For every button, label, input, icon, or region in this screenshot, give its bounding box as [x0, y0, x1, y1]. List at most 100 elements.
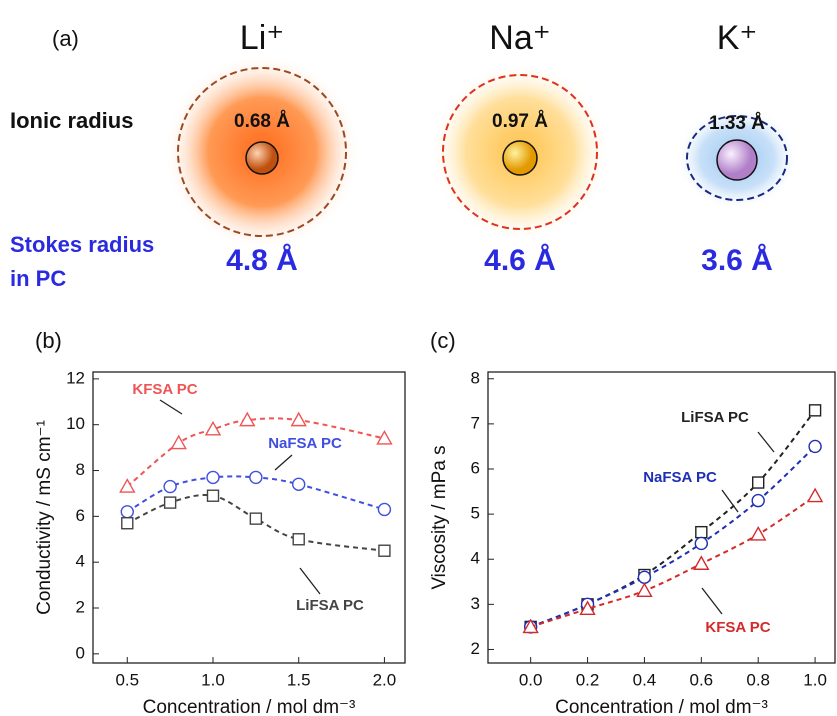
- stokes-circle: [686, 115, 788, 201]
- marker: [121, 517, 134, 530]
- ion-sphere: [502, 140, 538, 176]
- y-tick-label: 2: [471, 639, 480, 658]
- ionic-radius: 1.33 Å: [709, 113, 765, 134]
- stokes-radius: 3.6 Å: [701, 244, 773, 277]
- marker: [119, 478, 136, 493]
- y-tick-label: 6: [76, 506, 85, 525]
- stokes-circle: [442, 74, 598, 230]
- marker: [170, 434, 187, 450]
- marker: [377, 502, 392, 517]
- ionic-radius: 0.97 Å: [492, 111, 548, 132]
- marker: [290, 411, 307, 427]
- stokes-radius: 4.6 Å: [484, 244, 556, 277]
- fit-curve: [126, 417, 385, 488]
- marker: [120, 505, 134, 519]
- leader-line: [757, 431, 775, 453]
- y-tick-label: 8: [76, 460, 85, 479]
- series-label: NaFSA PC: [643, 469, 717, 486]
- marker: [163, 496, 177, 509]
- marker: [239, 411, 256, 427]
- x-tick-label: 0.5: [115, 670, 139, 689]
- series-label: KFSA PC: [132, 381, 197, 398]
- leader-line: [721, 489, 739, 513]
- fit-curve: [530, 409, 816, 628]
- marker: [292, 477, 306, 491]
- x-tick-label: 1.0: [201, 670, 225, 689]
- marker: [808, 439, 822, 454]
- stokes-circle: [177, 67, 347, 237]
- ion-sphere: [245, 141, 279, 175]
- series-label: LiFSA PC: [296, 597, 364, 614]
- marker: [522, 618, 539, 634]
- x-tick-label: 1.5: [287, 670, 311, 689]
- ion-symbol: Li⁺: [240, 19, 284, 57]
- row-label: Stokes radius in PC: [10, 232, 155, 291]
- marker: [636, 582, 653, 598]
- series-label: NaFSA PC: [268, 435, 342, 452]
- marker: [249, 512, 263, 525]
- marker: [694, 536, 709, 551]
- series-label: LiFSA PC: [681, 409, 749, 426]
- x-tick-label: 0.6: [689, 670, 713, 689]
- marker: [750, 525, 767, 541]
- marker: [752, 476, 765, 489]
- x-tick-label: 0.0: [519, 670, 543, 689]
- ionic-radius: 0.68 Å: [234, 111, 290, 132]
- ion-sphere: [716, 139, 758, 181]
- x-tick-label: 0.4: [633, 670, 657, 689]
- x-axis-label: Concentration / mol dm⁻³: [555, 697, 768, 716]
- marker: [579, 600, 596, 616]
- marker: [163, 479, 177, 494]
- marker: [378, 544, 391, 557]
- stokes-radius: 4.8 Å: [226, 244, 298, 277]
- y-tick-label: 6: [471, 458, 480, 477]
- y-tick-label: 10: [66, 414, 85, 433]
- marker: [695, 525, 708, 539]
- marker: [204, 420, 222, 436]
- marker: [206, 489, 220, 502]
- marker: [292, 533, 305, 546]
- panel-label: (a): [52, 26, 79, 51]
- ion-symbol: K⁺: [717, 19, 758, 57]
- y-tick-label: 5: [471, 504, 480, 523]
- y-tick-label: 2: [76, 597, 85, 616]
- leader-line: [299, 567, 321, 595]
- marker: [751, 493, 765, 508]
- leader-line: [701, 587, 723, 615]
- line-chart: 0.5 1.0 1.5 2.0 0 2 4 6 8 10 12(b) Concentration / …: [34, 328, 406, 716]
- marker: [637, 570, 652, 584]
- marker: [693, 555, 710, 570]
- y-tick-label: 3: [471, 594, 480, 613]
- marker: [249, 470, 263, 485]
- x-axis-label: Concentration / mol dm⁻³: [143, 697, 356, 716]
- y-tick-label: 4: [471, 549, 480, 568]
- y-tick-label: 12: [66, 368, 85, 387]
- ion-diagram: (a) Li⁺ Na⁺ K⁺ Ionic radius 0.68 Å 0.97 …: [10, 19, 799, 277]
- y-axis-label: Viscosity / mPa s: [429, 445, 450, 589]
- plot-frame: [92, 371, 406, 664]
- panel-label: (b): [35, 328, 62, 353]
- marker: [808, 404, 822, 417]
- marker: [806, 487, 824, 503]
- x-tick-label: 1.0: [803, 670, 827, 689]
- y-axis-label: Conductivity / mS cm⁻¹: [34, 420, 55, 615]
- panel-label: (c): [430, 328, 456, 353]
- x-tick-label: 0.8: [746, 670, 770, 689]
- line-chart: 0.0 0.2 0.4 0.6 0.8 1.0 2 3 4 5 6 7 8 (c) Concentratio…: [429, 328, 836, 716]
- x-tick-label: 2.0: [373, 670, 397, 689]
- y-tick-label: 4: [76, 552, 85, 571]
- fit-curve: [530, 445, 816, 628]
- leader-line: [274, 454, 293, 471]
- y-tick-label: 7: [471, 413, 480, 432]
- x-tick-label: 0.2: [576, 670, 600, 689]
- ion-symbol: Na⁺: [489, 19, 550, 57]
- leader-line: [159, 399, 183, 415]
- series-label: KFSA PC: [705, 619, 770, 636]
- y-tick-label: 0: [76, 643, 85, 662]
- marker: [376, 430, 393, 445]
- y-tick-label: 8: [471, 368, 480, 387]
- marker: [206, 470, 220, 485]
- plot-frame: [487, 371, 836, 664]
